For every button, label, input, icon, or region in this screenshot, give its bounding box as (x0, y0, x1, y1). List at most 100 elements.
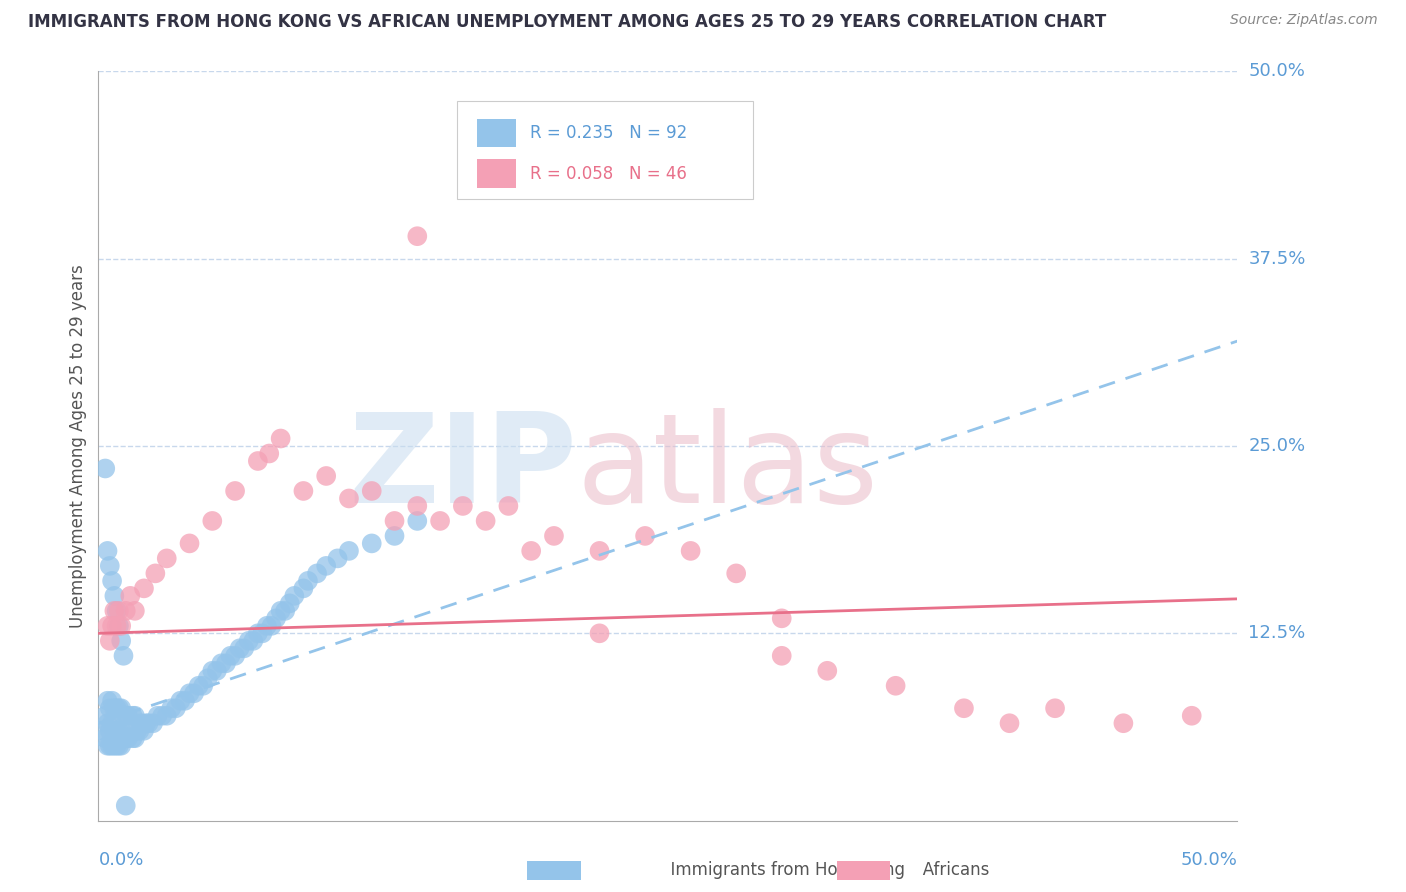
Point (274, 604, 297, 618)
Point (520, 544, 543, 558)
Point (770, 611, 793, 625)
Point (1043, 701, 1066, 715)
Point (114, 708, 136, 723)
Point (121, 731, 143, 746)
Point (96, 544, 118, 558)
Point (127, 723, 149, 738)
Point (187, 679, 209, 693)
Point (588, 626, 610, 640)
Point (384, 514, 406, 528)
FancyBboxPatch shape (477, 160, 516, 188)
Point (132, 582, 155, 596)
Point (103, 589, 125, 603)
Point (96, 694, 118, 708)
Point (406, 514, 429, 528)
Text: R = 0.058   N = 46: R = 0.058 N = 46 (530, 164, 688, 183)
Point (105, 739, 128, 753)
Point (315, 558, 337, 573)
Point (101, 574, 124, 588)
Point (815, 664, 838, 678)
Point (114, 798, 136, 813)
Point (588, 544, 610, 558)
Point (142, 716, 165, 731)
Point (103, 723, 125, 738)
Point (117, 731, 139, 746)
Y-axis label: Unemployment Among Ages 25 to 29 years: Unemployment Among Ages 25 to 29 years (69, 264, 87, 628)
Point (326, 551, 349, 566)
Point (124, 708, 146, 723)
Point (242, 633, 264, 648)
Point (101, 739, 124, 753)
Point (215, 657, 238, 671)
Point (1181, 708, 1204, 723)
Point (101, 619, 124, 633)
Point (94, 708, 117, 723)
Point (110, 723, 132, 738)
Point (110, 633, 132, 648)
Point (120, 723, 142, 738)
Point (105, 619, 128, 633)
Point (94, 731, 117, 746)
Point (360, 483, 382, 498)
Point (112, 731, 135, 746)
Point (252, 626, 274, 640)
Point (110, 619, 132, 633)
Point (224, 483, 246, 498)
Point (292, 483, 315, 498)
Point (96, 739, 118, 753)
Point (98, 558, 121, 573)
Point (108, 619, 131, 633)
Point (156, 708, 179, 723)
Point (474, 514, 496, 528)
Point (219, 648, 242, 663)
Point (96, 619, 118, 633)
Point (246, 626, 269, 640)
Point (998, 716, 1021, 731)
Text: 37.5%: 37.5% (1249, 250, 1306, 268)
Point (98, 701, 121, 715)
Point (101, 716, 124, 731)
Point (233, 641, 256, 656)
Point (108, 723, 131, 738)
Point (98, 739, 121, 753)
Point (110, 739, 132, 753)
Text: 25.0%: 25.0% (1249, 437, 1306, 455)
Point (543, 529, 565, 543)
Point (315, 469, 337, 483)
Point (138, 716, 160, 731)
Point (498, 499, 520, 513)
Point (108, 604, 131, 618)
Point (238, 633, 260, 648)
Point (132, 723, 155, 738)
Point (270, 604, 292, 618)
Point (169, 694, 191, 708)
Point (105, 723, 128, 738)
Text: Immigrants from Hong Kong: Immigrants from Hong Kong (534, 861, 905, 879)
Point (110, 701, 132, 715)
Point (307, 566, 329, 581)
Point (201, 514, 224, 528)
Point (135, 716, 157, 731)
Text: ZIP: ZIP (349, 408, 576, 529)
Point (292, 582, 315, 596)
Text: 0.0%: 0.0% (98, 851, 143, 869)
Point (193, 679, 215, 693)
Point (224, 648, 246, 663)
Point (121, 708, 143, 723)
Point (1112, 716, 1135, 731)
Point (205, 664, 228, 678)
Point (406, 499, 429, 513)
Point (112, 648, 135, 663)
Text: 50.0%: 50.0% (1249, 62, 1305, 80)
Point (264, 611, 287, 625)
Point (259, 446, 281, 460)
Point (124, 604, 146, 618)
Point (179, 686, 201, 700)
Point (112, 708, 135, 723)
Point (114, 604, 136, 618)
Point (884, 679, 907, 693)
Point (160, 701, 183, 715)
Point (120, 589, 142, 603)
Text: R = 0.235   N = 92: R = 0.235 N = 92 (530, 124, 688, 142)
Text: Africans: Africans (844, 861, 988, 879)
